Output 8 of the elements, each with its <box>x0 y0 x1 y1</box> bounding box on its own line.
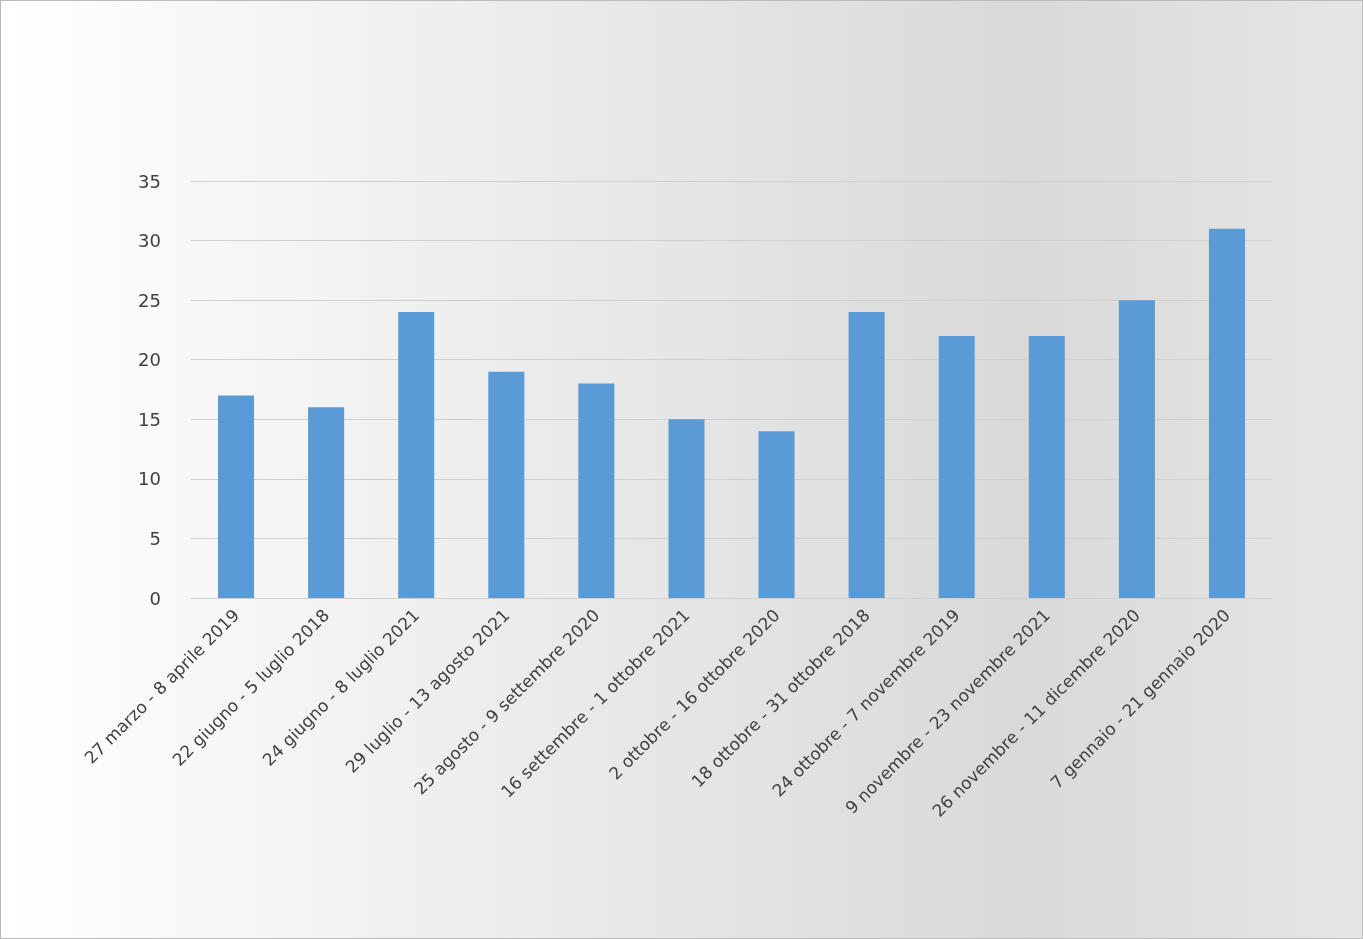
y-tick-label: 30 <box>138 230 161 252</box>
y-tick-label: 35 <box>138 170 161 192</box>
y-tick-label: 25 <box>138 289 161 311</box>
y-tick-label: 20 <box>138 349 161 371</box>
y-tick-label: 5 <box>149 527 161 549</box>
y-tick-label: 15 <box>138 408 161 430</box>
y-tick-label: 0 <box>149 587 161 609</box>
y-tick-label: 10 <box>138 468 161 490</box>
